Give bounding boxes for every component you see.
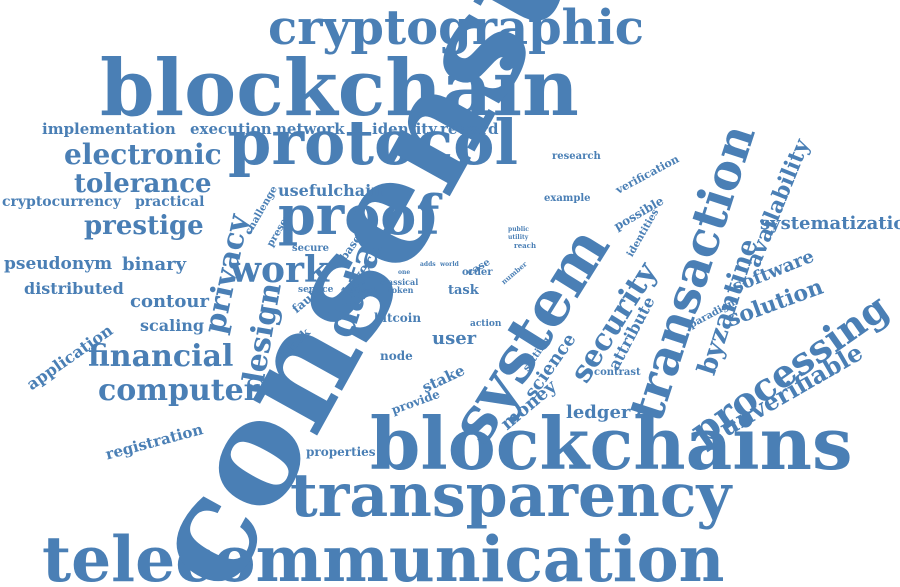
- word-token: token: [388, 285, 414, 295]
- word-example: example: [544, 193, 591, 204]
- word-adds: adds: [420, 261, 436, 268]
- word-bitcoin: bitcoin: [374, 311, 422, 325]
- word-blockchain: blockchain: [100, 43, 579, 134]
- word-properties: properties: [306, 445, 376, 459]
- word-network: network: [276, 120, 345, 138]
- word-tolerance: tolerance: [74, 169, 212, 199]
- word-cryptographic: cryptographic: [268, 0, 645, 56]
- word-reward: reward: [440, 120, 499, 138]
- word-task: task: [448, 283, 479, 298]
- word-attack: attack: [350, 285, 379, 295]
- word-work: work: [230, 249, 329, 291]
- word-pseudonym: pseudonym: [4, 254, 113, 274]
- word-prestige: prestige: [84, 211, 204, 241]
- word-identity: identity: [372, 120, 437, 138]
- word-secure: secure: [292, 243, 329, 254]
- word-binary: binary: [122, 254, 187, 275]
- word-verification: verification: [613, 152, 682, 197]
- word-protocol: protocol: [228, 106, 519, 179]
- word-order: order: [462, 267, 493, 278]
- word-usefulchain: usefulchain: [278, 181, 383, 200]
- word-systematization: systematization: [760, 213, 900, 234]
- word-research: research: [552, 151, 601, 162]
- word-world: world: [440, 261, 459, 268]
- word-telecommunication: telecommunication: [42, 522, 725, 587]
- word-electronic: electronic: [64, 138, 222, 171]
- word-contour: contour: [130, 291, 209, 312]
- word-action: action: [470, 319, 502, 329]
- word-scaling: scaling: [140, 316, 205, 335]
- word-scale: classical: [380, 277, 419, 287]
- word-reach: reach: [514, 241, 537, 250]
- word-cryptocurrency: cryptocurrency: [2, 194, 121, 210]
- word-public: public: [508, 226, 529, 233]
- word-blockchains: blockchains: [370, 401, 853, 486]
- word-transparency: transparency: [290, 461, 732, 531]
- word-one: one: [398, 269, 411, 276]
- word-service: service: [298, 285, 334, 295]
- word-implementation: implementation: [42, 120, 176, 138]
- word-contrast: contrast: [594, 367, 641, 378]
- word-execution: execution: [190, 120, 272, 138]
- word-computer: computer: [98, 373, 260, 408]
- word-node: node: [380, 349, 413, 363]
- word-ledger: ledger: [566, 402, 631, 423]
- word-practical: practical: [135, 194, 205, 210]
- word-proof: proof: [278, 183, 440, 247]
- word-utility: utility: [508, 234, 529, 241]
- word-distributed: distributed: [24, 279, 124, 298]
- word-user: user: [432, 328, 477, 349]
- word-financial: financial: [88, 339, 234, 374]
